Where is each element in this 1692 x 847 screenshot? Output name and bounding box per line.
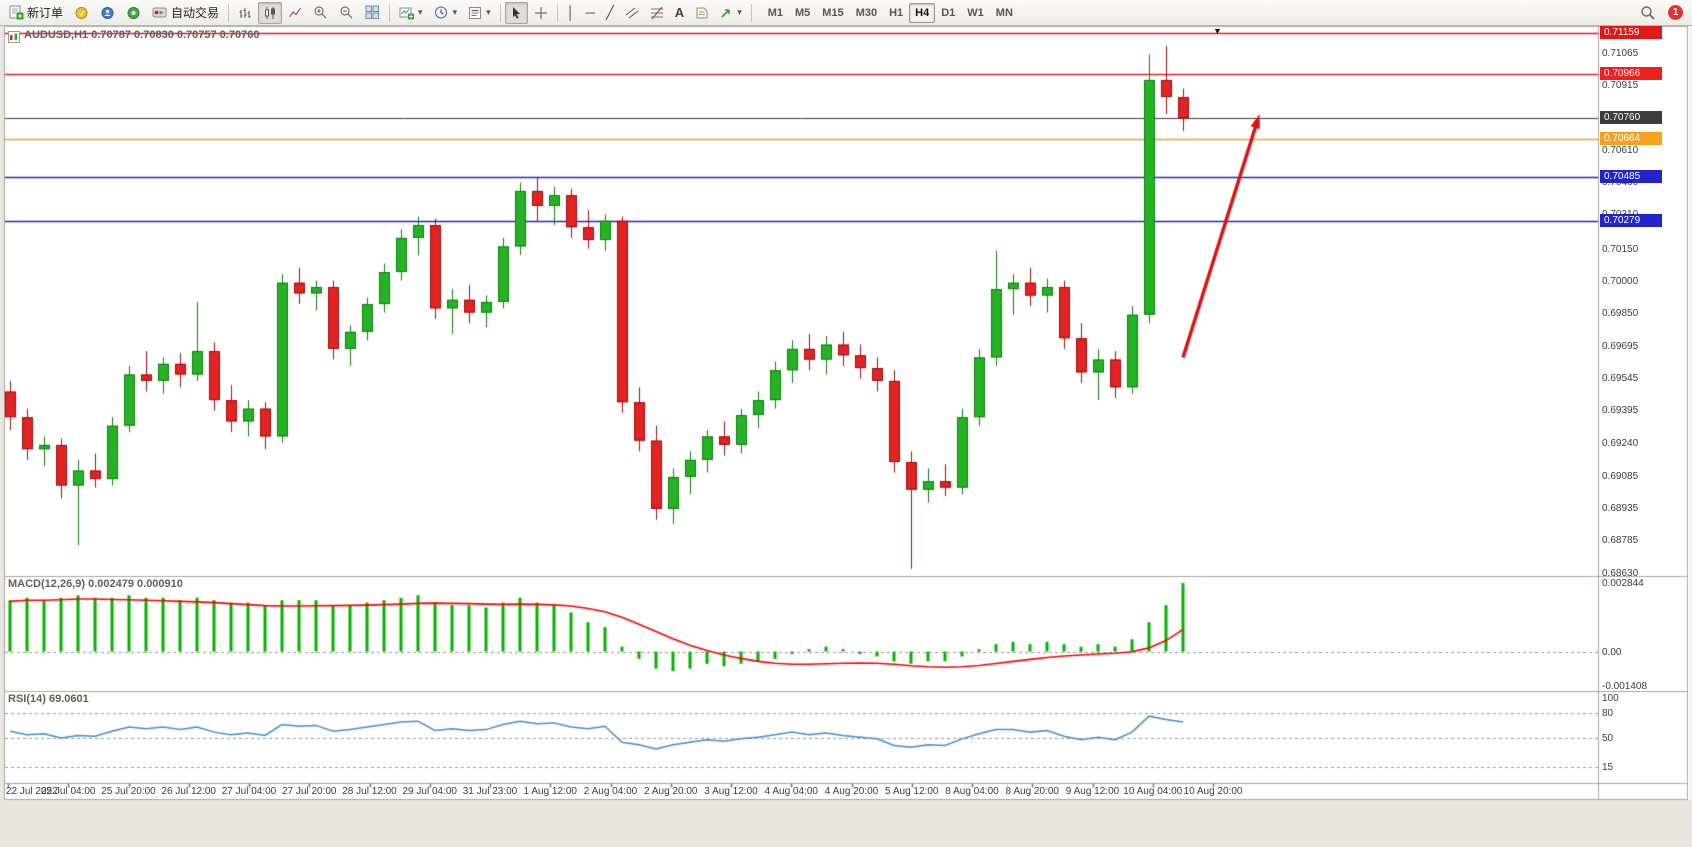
vertical-line-icon: │: [566, 5, 575, 20]
bar-chart-button[interactable]: [233, 2, 257, 24]
timeframe-toolbar: M1 M5 M15 M30 H1 H4 D1 W1 MN: [762, 2, 1019, 23]
timeframe-button-h1[interactable]: H1: [889, 6, 904, 19]
horizontal-line-icon: ─: [585, 5, 595, 20]
dropdown-arrow-icon: ▾: [486, 7, 491, 17]
arrow-tool-icon: [721, 9, 730, 18]
toolbar-right-group: 1: [1635, 2, 1688, 24]
market-button[interactable]: [121, 2, 146, 24]
trendline-icon: ╱: [605, 5, 614, 20]
channel-tool-button[interactable]: [620, 2, 644, 24]
templates-button[interactable]: ▾: [463, 2, 496, 24]
toolbar-separator: [228, 3, 230, 22]
fibonacci-icon: [650, 6, 663, 19]
periods-button[interactable]: ▾: [429, 2, 463, 24]
text-tool-button[interactable]: A: [670, 2, 689, 24]
template-icon: [469, 6, 482, 19]
search-icon: [1641, 5, 1655, 20]
new-order-button[interactable]: 新订单: [4, 2, 68, 24]
zoom-in-icon: [314, 6, 327, 19]
new-order-label: 新订单: [27, 6, 64, 20]
crosshair-icon: [534, 6, 547, 19]
label-tool-button[interactable]: [690, 2, 714, 24]
search-button[interactable]: [1635, 2, 1661, 24]
timeframe-button-m5[interactable]: M5: [795, 6, 811, 19]
cursor-button[interactable]: [504, 1, 528, 24]
channel-icon: [625, 7, 639, 18]
timeframe-button-h4[interactable]: H4: [909, 2, 936, 23]
auto-trading-icon: [152, 7, 167, 18]
line-chart-icon: [289, 7, 301, 17]
market-icon: [127, 7, 140, 19]
timeframe-button-mn[interactable]: MN: [995, 6, 1013, 19]
new-order-icon: [9, 5, 24, 20]
fibonacci-tool-button[interactable]: [645, 2, 669, 24]
horizontal-line-tool-button[interactable]: ─: [581, 2, 600, 24]
dropdown-arrow-icon: ▾: [737, 7, 742, 17]
toolbar-separator: [750, 3, 752, 22]
trendline-tool-button[interactable]: ╱: [601, 2, 619, 24]
label-icon: [696, 7, 708, 18]
new-chart-button[interactable]: ▾: [394, 2, 428, 24]
auto-trading-label: 自动交易: [171, 6, 220, 20]
timeframe-button-m15[interactable]: M15: [822, 6, 844, 19]
metaeditor-button[interactable]: [69, 2, 94, 24]
community-button[interactable]: [95, 2, 120, 24]
new-chart-icon: [399, 7, 415, 19]
main-toolbar: 新订单: [0, 0, 1692, 26]
zoom-in-button[interactable]: [308, 2, 333, 24]
candle-chart-button[interactable]: [258, 1, 283, 24]
toolbar-separator: [389, 3, 391, 22]
metaeditor-icon: [75, 7, 88, 19]
candle-chart-icon: [265, 6, 276, 19]
toolbar-separator: [556, 3, 558, 22]
community-icon: [101, 7, 114, 19]
auto-trading-button[interactable]: 自动交易: [147, 2, 224, 24]
crosshair-button[interactable]: [529, 2, 553, 24]
zoom-out-button[interactable]: [334, 2, 359, 24]
timeframe-button-m30[interactable]: M30: [855, 6, 878, 19]
bar-chart-icon: [239, 7, 251, 18]
zoom-out-icon: [340, 6, 353, 19]
notification-badge[interactable]: 1: [1668, 5, 1683, 20]
tile-windows-button[interactable]: [360, 2, 385, 24]
tile-windows-icon: [365, 5, 380, 19]
line-chart-button[interactable]: [283, 2, 307, 24]
text-tool-icon: A: [674, 5, 685, 20]
dropdown-arrow-icon: ▾: [418, 7, 423, 17]
timeframe-button-w1[interactable]: W1: [967, 6, 984, 19]
arrows-tool-button[interactable]: ▾: [715, 2, 747, 24]
dropdown-arrow-icon: ▾: [452, 7, 458, 17]
clock-icon: [434, 6, 447, 19]
toolbar-separator: [499, 3, 501, 22]
vertical-line-tool-button[interactable]: │: [562, 2, 580, 24]
cursor-icon: [512, 6, 520, 19]
timeframe-button-m1[interactable]: M1: [767, 6, 783, 19]
timeframe-button-d1[interactable]: D1: [941, 6, 956, 19]
